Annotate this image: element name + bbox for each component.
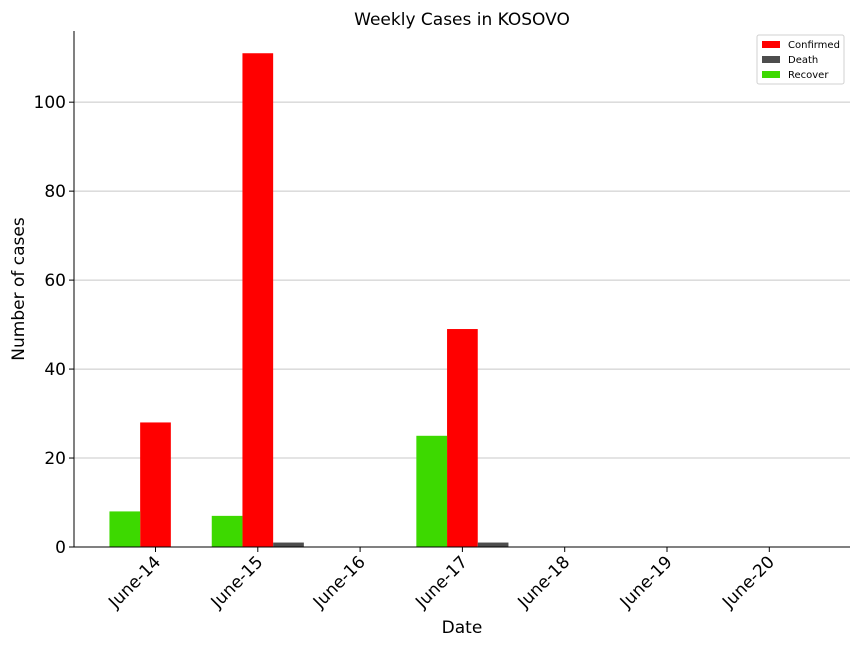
y-tick-label: 20 bbox=[44, 449, 66, 469]
y-tick-label: 100 bbox=[34, 93, 66, 113]
x-tick-label: June-18 bbox=[514, 552, 575, 613]
x-tick-label: June-20 bbox=[718, 552, 779, 613]
bar-recover-june-15 bbox=[211, 515, 243, 547]
legend-swatch-death bbox=[762, 56, 780, 63]
bar-confirmed-june-14 bbox=[140, 422, 171, 547]
x-tick-label: June-16 bbox=[309, 552, 370, 613]
x-tick-label: June-19 bbox=[616, 552, 677, 613]
chart-title: Weekly Cases in KOSOVO bbox=[354, 10, 570, 30]
gridlines bbox=[74, 101, 850, 459]
bar-recover-june-17 bbox=[416, 435, 448, 547]
legend: Confirmed Death Recover bbox=[756, 34, 845, 85]
bar-confirmed-june-17 bbox=[447, 329, 478, 547]
y-tick-label: 60 bbox=[44, 271, 66, 291]
bar-death-june-17 bbox=[477, 542, 509, 547]
x-tick-label: June-15 bbox=[207, 552, 268, 613]
x-tick-label: June-14 bbox=[104, 552, 165, 613]
legend-label-death: Death bbox=[788, 55, 818, 66]
y-axis-label: Number of cases bbox=[9, 217, 29, 361]
x-axis-label: Date bbox=[442, 618, 483, 638]
bars bbox=[109, 53, 509, 547]
legend-swatch-confirmed bbox=[762, 41, 780, 48]
y-tick-label: 40 bbox=[44, 360, 66, 380]
y-ticks: 0 20 40 60 80 100 bbox=[34, 93, 74, 558]
y-tick-label: 0 bbox=[55, 538, 66, 558]
legend-label-recover: Recover bbox=[788, 70, 829, 81]
bar-recover-june-14 bbox=[109, 511, 141, 547]
bar-confirmed-june-15 bbox=[242, 53, 274, 547]
legend-label-confirmed: Confirmed bbox=[788, 40, 840, 51]
legend-swatch-recover bbox=[762, 71, 780, 78]
x-ticks: June-14 June-15 June-16 June-17 June-18 June-… bbox=[104, 547, 779, 613]
x-tick-label: June-17 bbox=[411, 552, 472, 613]
y-tick-label: 80 bbox=[44, 182, 66, 202]
bar-death-june-15 bbox=[273, 542, 304, 547]
